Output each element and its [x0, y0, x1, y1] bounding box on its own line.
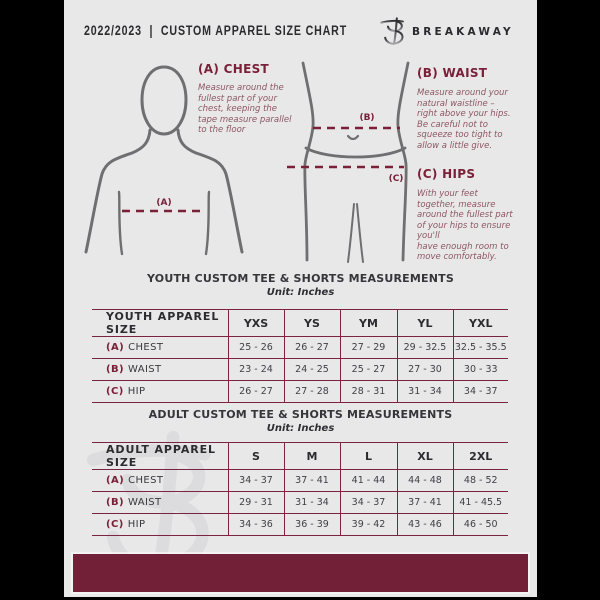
cell: 25 - 26 — [227, 336, 284, 359]
cell: 27 - 30 — [396, 358, 453, 381]
table-row: (B) WAIST 29 - 31 31 - 34 34 - 37 37 - 41… — [92, 491, 508, 514]
cell: 37 - 41 — [283, 469, 340, 492]
navel-mark — [346, 134, 360, 141]
cell: 28 - 31 — [339, 380, 397, 403]
lower-body-figure: (B) (C) — [287, 61, 410, 263]
table-header-row: ADULT APPAREL SIZE S M L XL 2XL — [92, 442, 508, 470]
size-label: YL — [396, 309, 453, 337]
hips-instructions: With your feet together, measure around … — [417, 189, 513, 262]
cell: 29 - 31 — [227, 491, 284, 514]
size-label: L — [339, 442, 397, 470]
row-key: (C) — [106, 386, 124, 397]
chest-instructions: Measure around the fullest part of your … — [198, 83, 292, 135]
cell: 30 - 33 — [452, 358, 508, 381]
cell: 26 - 27 — [283, 336, 340, 359]
cell: 41 - 45.5 — [452, 491, 508, 514]
cell: 23 - 24 — [227, 358, 284, 381]
cell: 36 - 39 — [283, 513, 340, 536]
cell: 34 - 37 — [339, 491, 397, 514]
size-chart-page: 2022/2023 | CUSTOM APPAREL SIZE CHART BR… — [64, 0, 537, 597]
cell: 27 - 29 — [339, 336, 397, 359]
row-label: WAIST — [127, 497, 162, 508]
size-column-header: ADULT APPAREL SIZE — [92, 442, 228, 470]
cell: 27 - 28 — [283, 380, 340, 403]
cell: 31 - 34 — [283, 491, 340, 514]
row-label: CHEST — [128, 475, 164, 486]
cell: 34 - 37 — [227, 469, 284, 492]
right-inner-leg — [356, 203, 364, 263]
cell: 26 - 27 — [227, 380, 284, 403]
cell: 29 - 32.5 — [396, 336, 453, 359]
hips-heading: (C) HIPS — [417, 167, 476, 181]
chest-marker: (A) — [156, 198, 171, 208]
cell: 37 - 41 — [396, 491, 453, 514]
breakaway-logo-icon — [380, 17, 404, 45]
row-label: WAIST — [127, 364, 162, 375]
waist-heading: (B) WAIST — [417, 66, 488, 80]
youth-size-table: YOUTH APPAREL SIZE YXS YS YM YL YXL (A) C… — [92, 309, 508, 403]
waist-instructions: Measure around your natural waistline – … — [417, 88, 511, 151]
table-row: (B) WAIST 23 - 24 24 - 25 25 - 27 27 - 30… — [92, 358, 508, 381]
row-key: (A) — [106, 475, 125, 486]
size-label: S — [227, 442, 284, 470]
hips-marker: (C) — [389, 174, 404, 184]
cell: 44 - 48 — [396, 469, 453, 492]
page-title: 2022/2023 | CUSTOM APPAREL SIZE CHART — [84, 23, 348, 39]
chest-heading: (A) CHEST — [198, 62, 270, 76]
row-label: CHEST — [128, 342, 164, 353]
cell: 25 - 27 — [339, 358, 397, 381]
cell: 48 - 52 — [452, 469, 508, 492]
size-label: YM — [339, 309, 397, 337]
row-label: HIP — [127, 519, 146, 530]
table-row: (A) CHEST 34 - 37 37 - 41 41 - 44 44 - 48… — [92, 469, 508, 492]
youth-table-unit: Unit: Inches — [266, 287, 335, 298]
cell: 39 - 42 — [339, 513, 397, 536]
size-label: M — [283, 442, 340, 470]
size-label: YXL — [452, 309, 508, 337]
youth-table-title: YOUTH CUSTOM TEE & SHORTS MEASUREMENTS — [147, 272, 454, 285]
cell: 24 - 25 — [283, 358, 340, 381]
size-label: YXS — [227, 309, 284, 337]
adult-size-table: ADULT APPAREL SIZE S M L XL 2XL (A) CHEST… — [92, 442, 508, 536]
table-header-row: YOUTH APPAREL SIZE YXS YS YM YL YXL — [92, 309, 508, 337]
adult-table-unit: Unit: Inches — [266, 423, 335, 434]
upper-body-figure: (A) — [84, 65, 244, 256]
table-row: (A) CHEST 25 - 26 26 - 27 27 - 29 29 - 32… — [92, 336, 508, 359]
right-torso-outline — [396, 61, 410, 262]
row-key: (B) — [106, 364, 124, 375]
cell: 41 - 44 — [339, 469, 397, 492]
right-inner-arm — [204, 190, 211, 256]
waistband-curve — [304, 146, 407, 159]
waist-marker: (B) — [359, 113, 374, 123]
cell: 31 - 34 — [396, 380, 453, 403]
cell: 46 - 50 — [452, 513, 508, 536]
cell: 43 - 46 — [396, 513, 453, 536]
left-shoulder-outline — [84, 128, 152, 254]
size-column-header: YOUTH APPAREL SIZE — [92, 309, 228, 337]
row-key: (B) — [106, 497, 124, 508]
left-inner-arm — [117, 190, 124, 256]
cell: 34 - 37 — [452, 380, 508, 403]
cell: 34 - 36 — [227, 513, 284, 536]
size-label: YS — [283, 309, 340, 337]
brand-name: BREAKAWAY — [412, 26, 514, 38]
footer-accent-bar — [73, 554, 528, 592]
left-inner-leg — [347, 203, 355, 263]
row-key: (C) — [106, 519, 124, 530]
head-outline — [140, 65, 188, 136]
row-key: (A) — [106, 342, 125, 353]
table-row: (C) HIP 26 - 27 27 - 28 28 - 31 31 - 34 3… — [92, 380, 508, 403]
cell: 32.5 - 35.5 — [452, 336, 508, 359]
table-row: (C) HIP 34 - 36 36 - 39 39 - 42 43 - 46 4… — [92, 513, 508, 536]
row-label: HIP — [127, 386, 146, 397]
size-label: 2XL — [452, 442, 508, 470]
size-label: XL — [396, 442, 453, 470]
right-shoulder-outline — [176, 128, 244, 254]
adult-table-title: ADULT CUSTOM TEE & SHORTS MEASUREMENTS — [148, 408, 453, 421]
